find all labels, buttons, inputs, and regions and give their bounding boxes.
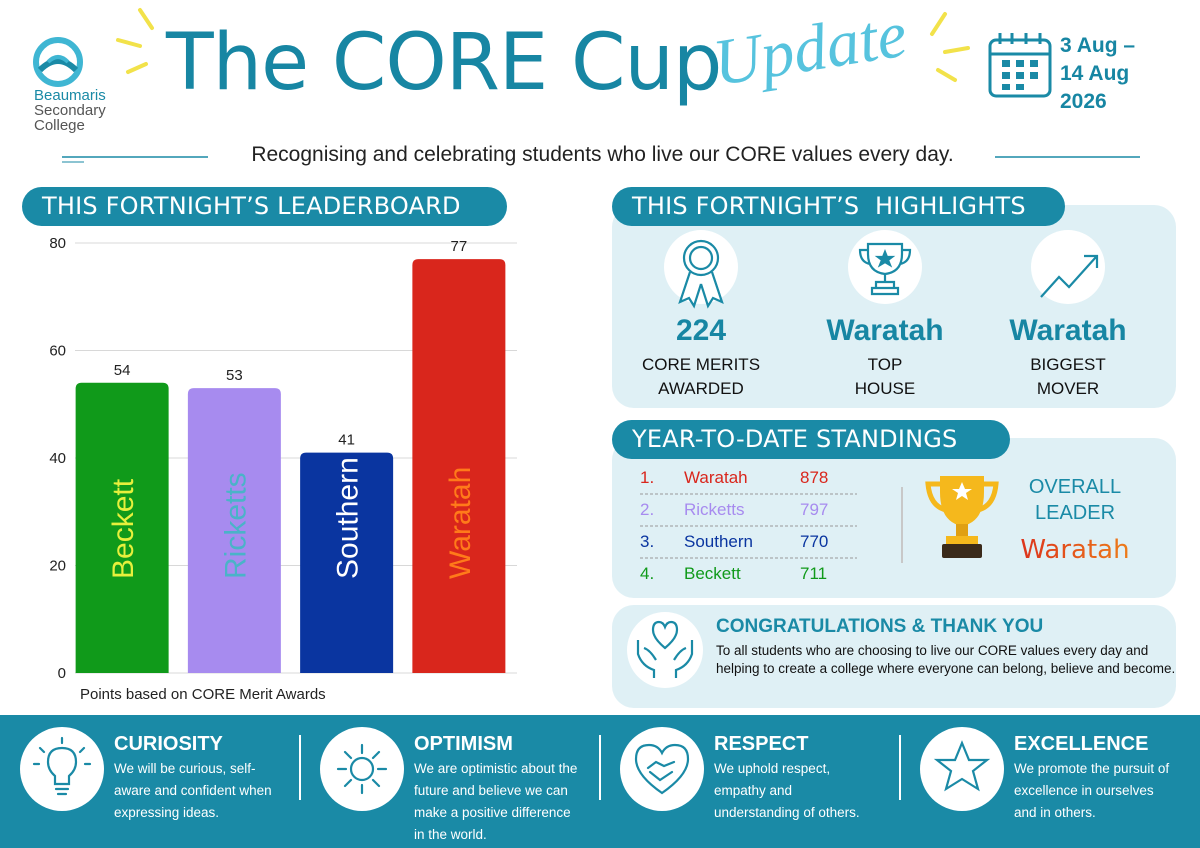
- rule: [62, 156, 1140, 163]
- leader: Waratah: [1000, 535, 1150, 565]
- section-header: THIS FORTNIGHT’S HIGHLIGHTS: [612, 187, 1065, 226]
- rank: 2.: [640, 500, 655, 519]
- highlight-value: Waratah: [1009, 314, 1127, 347]
- y-tick-label: 0: [58, 665, 66, 682]
- leader-label: OVERALL LEADER: [1010, 474, 1140, 526]
- congrats-panel: [612, 605, 1176, 708]
- y-tick-label: 20: [49, 558, 66, 575]
- highlight-value: 224: [675, 314, 727, 347]
- standings-overlay: [640, 476, 999, 563]
- bar: [75, 382, 169, 673]
- value-title: OPTIMISM: [414, 733, 513, 755]
- house: Waratah: [684, 468, 748, 487]
- house: Beckett: [684, 564, 741, 583]
- value-text: We promote the pursuit of excellence in …: [1014, 761, 1170, 820]
- highlight-label: MOVER: [1036, 379, 1100, 398]
- category-label: Ricketts: [219, 472, 252, 579]
- standings-panel: [612, 438, 1176, 598]
- title: The CORE Cup: [166, 18, 722, 108]
- bar: [187, 388, 281, 673]
- y-tick-label: 40: [49, 450, 66, 467]
- highlight-icons: [664, 230, 1105, 309]
- logo-mark: [33, 37, 83, 87]
- subtitle: Recognising and celebrating students who…: [251, 143, 954, 166]
- value-title: EXCELLENCE: [1014, 733, 1149, 755]
- category-label: Waratah: [444, 467, 477, 579]
- house: Southern: [684, 532, 753, 551]
- chart-note: Points based on CORE Merit Awards: [80, 686, 326, 703]
- bar-chart: 0 20 40 60 80 54 Beckett 53 Ricketts 41 Southern 77…: [49, 235, 517, 682]
- y-tick-label: 80: [49, 235, 66, 252]
- logo-line: Beaumaris: [34, 87, 106, 104]
- value-title: RESPECT: [714, 733, 809, 755]
- highlight-label: CORE MERITS: [641, 355, 761, 374]
- rank: 1.: [640, 468, 655, 487]
- value-label: 54: [114, 362, 131, 379]
- highlight-label: HOUSE: [854, 379, 916, 398]
- rank: 4.: [640, 564, 655, 583]
- date-line: 14 Aug: [1060, 62, 1130, 85]
- rank: 3.: [640, 532, 655, 551]
- calendar-icon: [988, 33, 1052, 98]
- category-label: Beckett: [107, 478, 140, 579]
- leader-label-line: LEADER: [1034, 502, 1116, 524]
- points: 711: [800, 564, 828, 583]
- highlight-label: AWARDED: [658, 379, 744, 398]
- dates: 3 Aug – 14 Aug 2026: [1060, 32, 1135, 116]
- highlight-value: Waratah: [826, 314, 944, 347]
- value-label: 41: [338, 432, 355, 449]
- congrats-text: To all students who are choosing to live…: [716, 643, 1176, 676]
- category-label: Southern: [332, 457, 365, 579]
- logo-line: Secondary: [34, 102, 106, 119]
- points: 770: [800, 532, 829, 551]
- decoration: [116, 8, 970, 82]
- logo-line: College: [34, 117, 85, 134]
- value-icons: [20, 727, 1004, 811]
- logo-text: Beaumaris Secondary College: [34, 88, 106, 133]
- highlight-label: BIGGEST: [1030, 355, 1106, 374]
- highlight-label: TOP: [867, 355, 903, 374]
- house: Ricketts: [684, 500, 745, 519]
- points: 797: [800, 500, 829, 519]
- leader-label-line: OVERALL: [1028, 476, 1122, 498]
- section-header: THIS FORTNIGHT’S LEADERBOARD: [22, 187, 507, 226]
- bar: [412, 259, 506, 673]
- value-text: We uphold respect, empathy and understan…: [714, 761, 860, 820]
- value-title: CURIOSITY: [114, 733, 223, 755]
- congrats-title: CONGRATULATIONS & THANK YOU: [716, 616, 1044, 637]
- value-label: 77: [451, 238, 468, 255]
- points: 878: [800, 468, 829, 487]
- divider: [299, 735, 901, 800]
- section-header: YEAR-TO-DATE STANDINGS: [612, 420, 1010, 459]
- heart-hands-icon: [627, 612, 703, 688]
- y-tick-label: 60: [49, 343, 66, 360]
- value-label: 53: [226, 367, 243, 384]
- date-line: 3 Aug –: [1060, 34, 1136, 57]
- value-text: We will be curious, self-aware and confi…: [114, 761, 272, 820]
- value-text: We are optimistic about the future and b…: [414, 761, 578, 842]
- date-line: 2026: [1060, 90, 1107, 113]
- bar: [300, 452, 394, 673]
